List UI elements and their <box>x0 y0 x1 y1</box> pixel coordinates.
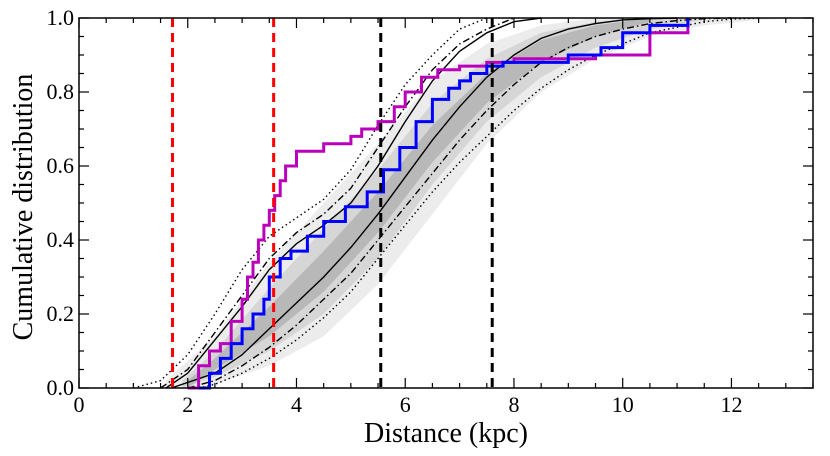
x-tick-label: 2 <box>182 392 193 417</box>
x-tick-label: 8 <box>508 392 519 417</box>
y-tick-labels: 0.0 0.2 0.4 0.6 0.8 1.0 <box>47 5 75 400</box>
model-dotted-upper-line <box>133 17 488 389</box>
model-median-line <box>171 17 678 389</box>
x-tick-label: 12 <box>720 392 742 417</box>
vertical-markers <box>171 18 494 388</box>
observed-blue-line <box>198 18 690 390</box>
model-dashdot-upper-line <box>160 17 515 389</box>
y-tick-label: 1.0 <box>47 5 75 30</box>
x-axis-title: Distance (kpc) <box>364 418 528 449</box>
observed-magenta-line <box>187 18 690 390</box>
model-bands <box>166 18 813 388</box>
y-tick-label: 0.6 <box>47 153 75 178</box>
axis-ticks <box>78 17 814 389</box>
model-dashdot-lower-line <box>187 17 732 389</box>
model-lines <box>133 17 759 389</box>
x-tick-label: 0 <box>74 392 85 417</box>
model-inner-upper-line <box>165 17 542 389</box>
y-tick-label: 0.4 <box>47 227 75 252</box>
x-tick-label: 6 <box>400 392 411 417</box>
y-tick-label: 0.0 <box>47 375 75 400</box>
y-tick-label: 0.2 <box>47 301 75 326</box>
inner-band <box>187 18 650 388</box>
x-tick-labels: 0 2 4 6 8 10 12 <box>74 392 743 417</box>
x-tick-label: 4 <box>291 392 302 417</box>
observed-lines <box>187 18 690 390</box>
x-tick-label: 10 <box>612 392 634 417</box>
y-axis-title: Cumulative distribution <box>8 74 39 341</box>
y-tick-label: 0.8 <box>47 79 75 104</box>
